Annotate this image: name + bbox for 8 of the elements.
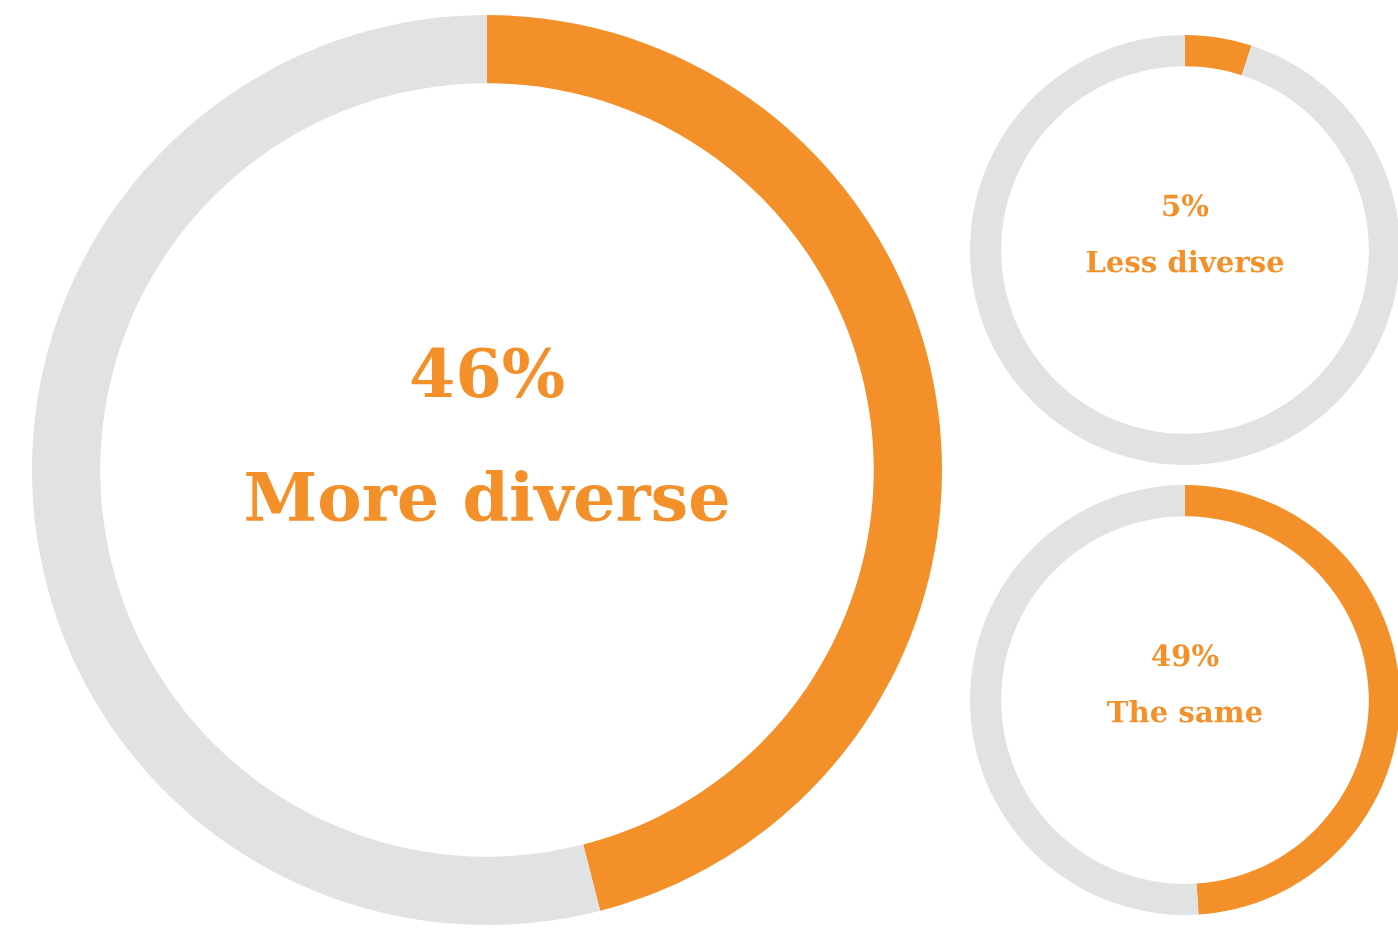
text: 49% [1152, 644, 1219, 667]
text: The same [1107, 700, 1262, 723]
text: 46% [411, 347, 564, 398]
text: More diverse [246, 470, 728, 522]
donut-slice [970, 35, 1398, 465]
donut-slice [1185, 35, 1252, 76]
text: Less diverse [1086, 250, 1284, 273]
text: 5% [1163, 194, 1209, 217]
